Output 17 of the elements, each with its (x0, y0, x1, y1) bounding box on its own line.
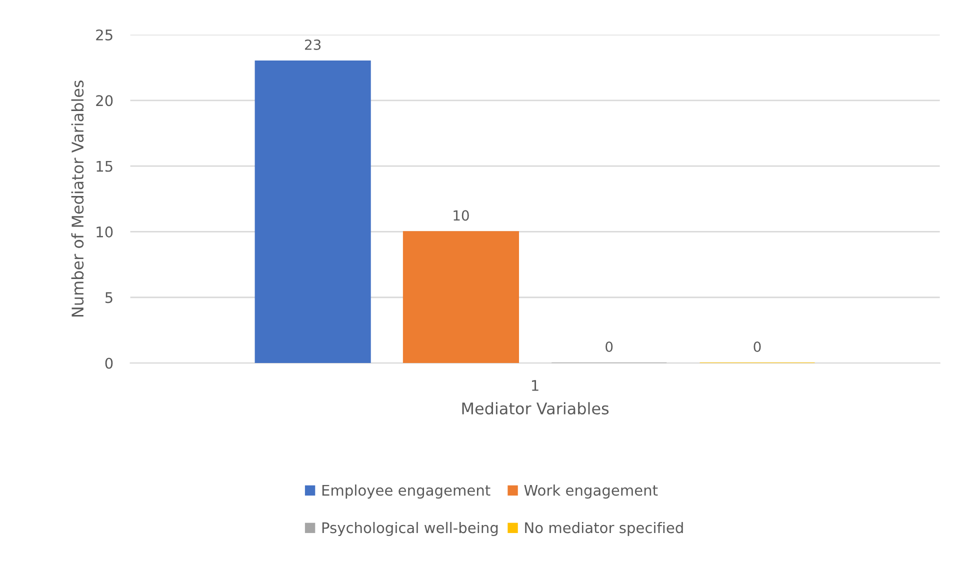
legend-label: Employee engagement (322, 484, 490, 499)
x-axis-title: Mediator Variables (462, 402, 609, 415)
y-tick-label: 10 (96, 226, 113, 238)
y-tick-label: 25 (96, 29, 112, 40)
data-label: 10 (454, 210, 469, 221)
y-axis-title: Number of Mediator Variables (71, 80, 84, 316)
y-tick-label: 5 (105, 292, 112, 304)
legend-label: Work engagement (524, 484, 658, 499)
legend-label: Psychological well-being (322, 522, 498, 536)
y-tick-label: 0 (105, 358, 113, 369)
y-tick-label: 15 (96, 160, 112, 172)
data-label: 23 (305, 39, 321, 50)
y-tick-label: 20 (96, 95, 113, 106)
data-label: 0 (754, 342, 761, 352)
legend-label: No mediator specified (525, 522, 683, 536)
data-label: 0 (606, 342, 613, 352)
x-tick-label: 1 (532, 380, 538, 391)
